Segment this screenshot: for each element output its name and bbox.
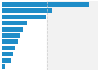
Bar (2, 52, 13, 56)
Bar (2, 27, 23, 32)
Bar (2, 2, 89, 7)
Bar (47, 1, 98, 70)
Bar (2, 15, 46, 19)
Bar (2, 33, 20, 38)
Bar (2, 39, 18, 44)
Bar (2, 8, 52, 13)
Bar (2, 64, 6, 69)
Bar (2, 58, 11, 63)
Bar (2, 21, 27, 25)
Bar (2, 46, 15, 50)
